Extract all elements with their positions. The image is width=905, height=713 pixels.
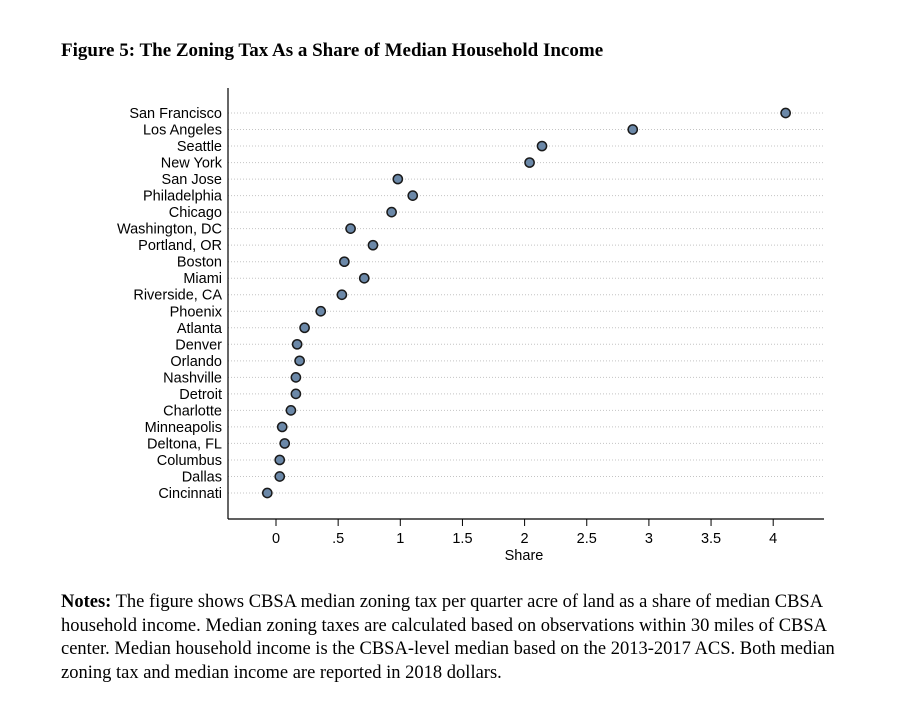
- data-point: [294, 355, 305, 367]
- category-label: Minneapolis: [145, 420, 222, 436]
- x-tick-label: .5: [332, 531, 344, 547]
- notes-text: The figure shows CBSA median zoning tax …: [61, 592, 835, 683]
- data-point: [274, 454, 286, 466]
- category-label: Seattle: [177, 139, 222, 155]
- data-point: [336, 289, 348, 301]
- data-point: [315, 305, 327, 317]
- data-point: [299, 322, 310, 334]
- data-point: [780, 107, 791, 119]
- data-point: [536, 140, 548, 152]
- category-label: Chicago: [169, 205, 222, 221]
- category-label: Atlanta: [177, 321, 223, 337]
- x-tick-label: 3.5: [701, 531, 721, 547]
- data-point: [290, 371, 302, 383]
- category-label: Cincinnati: [158, 486, 222, 502]
- x-tick-label: 1.5: [452, 531, 472, 547]
- data-point: [345, 223, 356, 235]
- category-label: Washington, DC: [117, 222, 222, 238]
- category-label: Los Angeles: [143, 123, 222, 139]
- data-point: [285, 405, 297, 416]
- x-tick-label: 2.5: [577, 531, 597, 547]
- x-tick-label: 3: [645, 531, 653, 547]
- category-label: Orlando: [170, 354, 222, 370]
- data-point: [524, 157, 535, 168]
- data-point: [392, 173, 404, 185]
- data-point: [367, 239, 379, 251]
- data-point: [339, 256, 350, 268]
- data-point: [290, 388, 302, 400]
- x-tick-label: 4: [769, 531, 777, 547]
- category-label: Dallas: [182, 469, 222, 485]
- data-point: [279, 438, 291, 449]
- category-label: Boston: [177, 255, 222, 271]
- data-point: [261, 487, 273, 499]
- x-axis-label: Share: [505, 548, 544, 564]
- x-tick-label: 2: [521, 531, 529, 547]
- notes-label: Notes:: [61, 592, 112, 612]
- data-points: [261, 107, 791, 499]
- figure-title: Figure 5: The Zoning Tax As a Share of M…: [61, 40, 604, 61]
- x-tick-label: 1: [396, 531, 404, 547]
- data-point: [407, 190, 419, 201]
- data-point: [274, 471, 286, 482]
- axes: [227, 88, 824, 520]
- category-label: San Jose: [162, 172, 222, 188]
- guide-lines: [228, 112, 824, 494]
- x-axis-ticks: 0 .5 1 1.5 2 2.5 3 3.5 4: [272, 519, 777, 547]
- data-point: [276, 421, 288, 433]
- category-label: Philadelphia: [143, 189, 223, 205]
- data-point: [386, 206, 397, 218]
- category-label: Deltona, FL: [147, 436, 222, 452]
- data-point: [358, 272, 370, 284]
- x-tick-label: 0: [272, 531, 280, 547]
- category-label: Riverside, CA: [133, 288, 222, 304]
- figure-notes: Notes: The figure shows CBSA median zoni…: [61, 591, 851, 685]
- data-point: [291, 338, 303, 350]
- category-label: Miami: [183, 271, 222, 287]
- category-label: Portland, OR: [138, 238, 222, 254]
- category-label: Charlotte: [163, 403, 222, 419]
- category-label: San Francisco: [129, 106, 222, 122]
- category-label: Nashville: [163, 370, 222, 386]
- data-point: [627, 124, 639, 135]
- category-label: Detroit: [179, 387, 222, 403]
- category-label: New York: [161, 156, 223, 172]
- category-label: Phoenix: [170, 304, 223, 320]
- category-label: Columbus: [157, 453, 222, 469]
- category-label: Denver: [175, 337, 222, 353]
